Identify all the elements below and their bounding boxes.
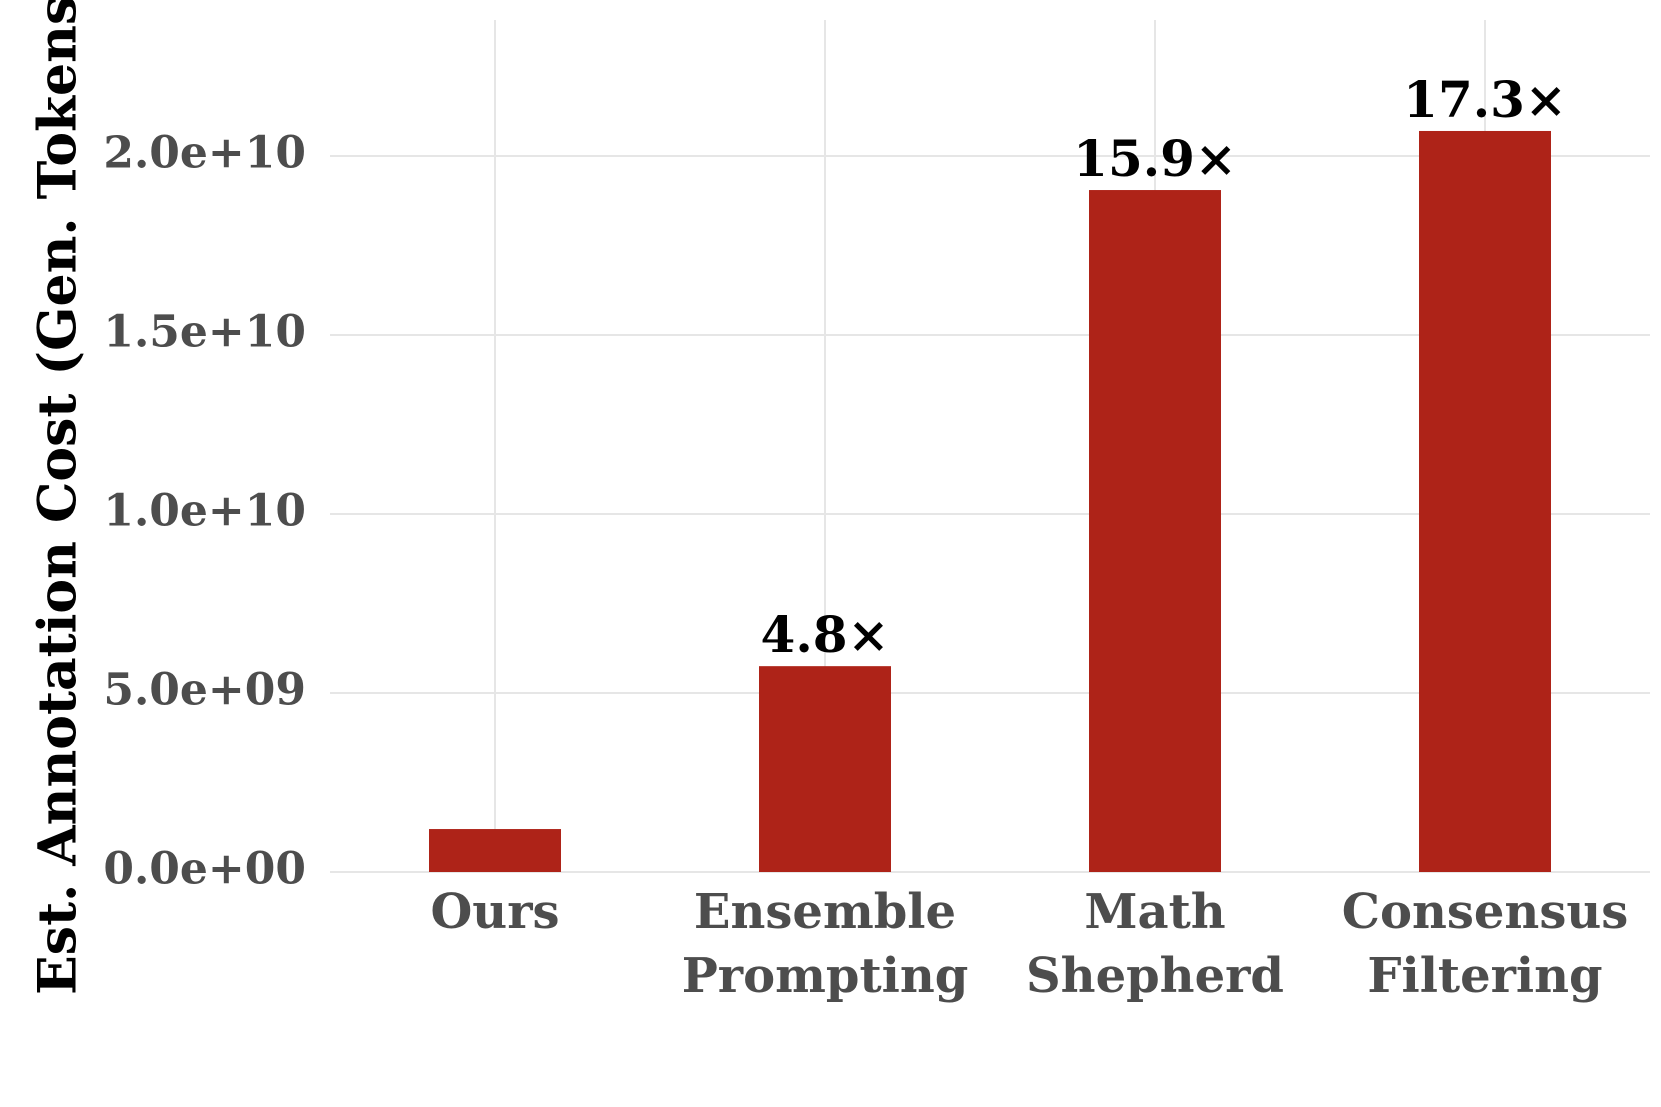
- y-tick-label: 1.5e+10: [103, 307, 306, 358]
- category-labels: Ours Ensemble Prompting Math Shepherd Consens…: [430, 884, 1628, 1004]
- x-tick-label: Ours: [430, 884, 559, 940]
- y-tick-label: 1.0e+10: [103, 486, 306, 537]
- data-labels: 4.8× 15.9× 17.3×: [761, 70, 1567, 664]
- x-tick-label: Math: [1084, 884, 1225, 940]
- x-tick-label: Filtering: [1367, 948, 1602, 1004]
- y-axis-label: Est. Annotation Cost (Gen. Tokens): [28, 0, 89, 995]
- bar: [429, 829, 561, 872]
- data-label: 15.9×: [1073, 129, 1237, 188]
- bar: [1089, 190, 1221, 873]
- data-label: 17.3×: [1403, 70, 1567, 129]
- data-label: 4.8×: [761, 605, 890, 664]
- y-tick-labels: 0.0e+00 5.0e+09 1.0e+10 1.5e+10 2.0e+10: [103, 128, 306, 895]
- y-tick-label: 0.0e+00: [103, 844, 306, 895]
- x-tick-label: Ensemble: [694, 884, 956, 940]
- bars: [429, 130, 1551, 873]
- x-tick-label: Prompting: [682, 948, 969, 1004]
- y-tick-label: 5.0e+09: [103, 665, 306, 716]
- x-tick-label: Consensus: [1342, 884, 1629, 940]
- bar: [759, 666, 891, 872]
- y-tick-label: 2.0e+10: [103, 128, 306, 179]
- x-tick-label: Shepherd: [1026, 948, 1284, 1004]
- bar: [1419, 130, 1551, 872]
